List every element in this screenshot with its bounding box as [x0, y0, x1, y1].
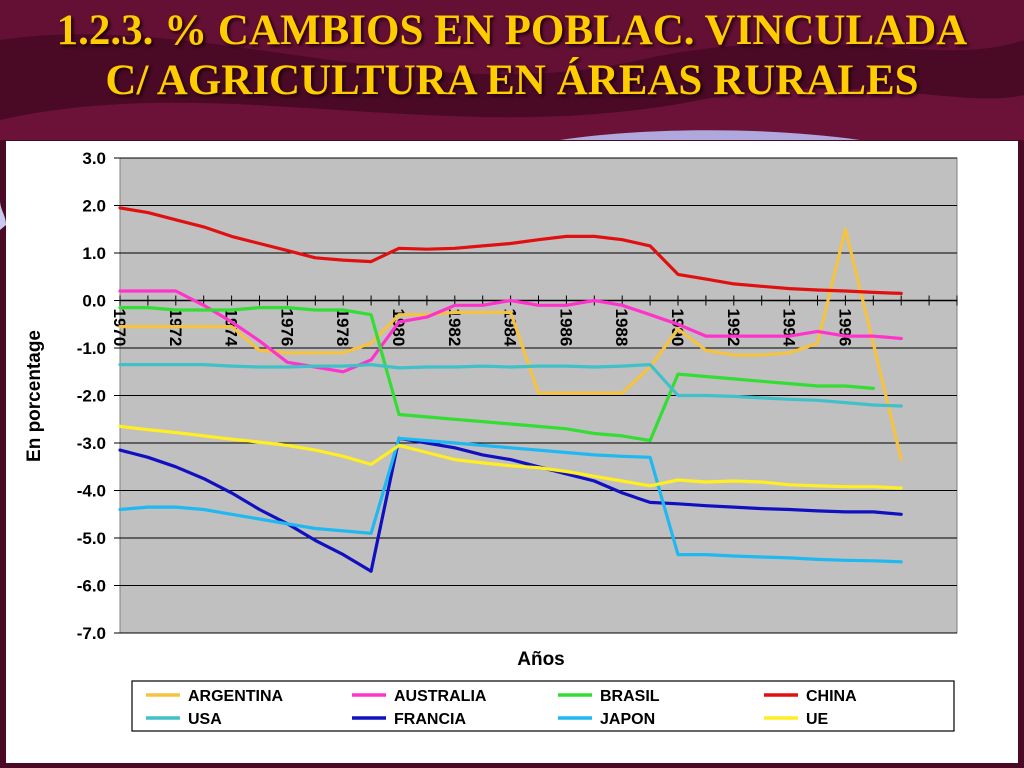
y-tick-label: -5.0 [77, 529, 106, 548]
legend-label-ue: UE [806, 711, 829, 728]
y-tick-label: -1.0 [77, 339, 106, 358]
series-line-argentina [118, 227, 903, 462]
series-line-australia [118, 289, 903, 374]
y-tick-label: 2.0 [82, 197, 106, 216]
series-line-brasil [118, 306, 875, 443]
legend-label-japon: JAPON [600, 711, 655, 728]
y-axis-title: En porcentage [24, 330, 45, 462]
x-tick-label: 1988 [612, 309, 631, 347]
y-tick-label: -7.0 [77, 624, 106, 643]
series-line-japon [118, 436, 903, 564]
y-axis-ticks: 3.0 2.0 1.0 0.0 -1.0 -2.0 -3.0 -4.0 -5.0 -6.0 -7.0 [77, 149, 120, 643]
legend-label-francia: FRANCIA [394, 711, 466, 728]
slide-title-line-1: 1.2.3. % CAMBIOS EN POBLAC. VINCULADA [56, 7, 968, 54]
slide-title: 1.2.3. % CAMBIOS EN POBLAC. VINCULADA C/… [0, 6, 1024, 106]
legend-label-usa: USA [188, 711, 222, 728]
legend-box [131, 680, 955, 732]
y-tick-label: -3.0 [77, 434, 106, 453]
x-tick-label: 1984 [501, 309, 520, 347]
x-tick-label: 1996 [835, 309, 854, 347]
x-axis-title: Años [517, 649, 565, 670]
y-tick-label: -4.0 [77, 482, 106, 501]
slide-title-line-2: C/ AGRICULTURA EN ÁREAS RURALES [105, 57, 919, 104]
x-tick-label: 1982 [445, 309, 464, 347]
y-tick-label: 3.0 [82, 149, 106, 168]
y-tick-label: -2.0 [77, 387, 106, 406]
series-line-francia [118, 436, 903, 573]
legend-label-argentina: ARGENTINA [188, 688, 284, 705]
series-line-ue [118, 424, 903, 490]
chart-panel: 3.0 2.0 1.0 0.0 -1.0 -2.0 -3.0 -4.0 -5.0 -6.0 -7.0… [6, 141, 1018, 763]
x-axis: 1970 1972 1974 1976 1978 1980 1982 1984 1986 1988… [110, 295, 958, 347]
legend-label-brasil: BRASIL [600, 688, 660, 705]
x-tick-label: 1994 [780, 309, 799, 347]
y-tick-label: 1.0 [82, 244, 106, 263]
series-line-usa [118, 363, 903, 408]
series-lines [118, 206, 903, 573]
legend-label-china: CHINA [806, 688, 857, 705]
x-tick-label: 1978 [333, 309, 352, 347]
x-tick-label: 1992 [724, 309, 743, 347]
line-chart: 3.0 2.0 1.0 0.0 -1.0 -2.0 -3.0 -4.0 -5.0 -6.0 -7.0… [24, 149, 958, 732]
legend: ARGENTINA AUSTRALIA BRASIL CHINA USA FRANCIA J… [146, 688, 857, 728]
legend-label-australia: AUSTRALIA [394, 688, 487, 705]
y-tick-label: -6.0 [77, 577, 106, 596]
series-line-china [118, 206, 903, 295]
y-tick-label: 0.0 [82, 292, 106, 311]
x-tick-label: 1986 [556, 309, 575, 347]
x-tick-label: 1976 [277, 309, 296, 347]
